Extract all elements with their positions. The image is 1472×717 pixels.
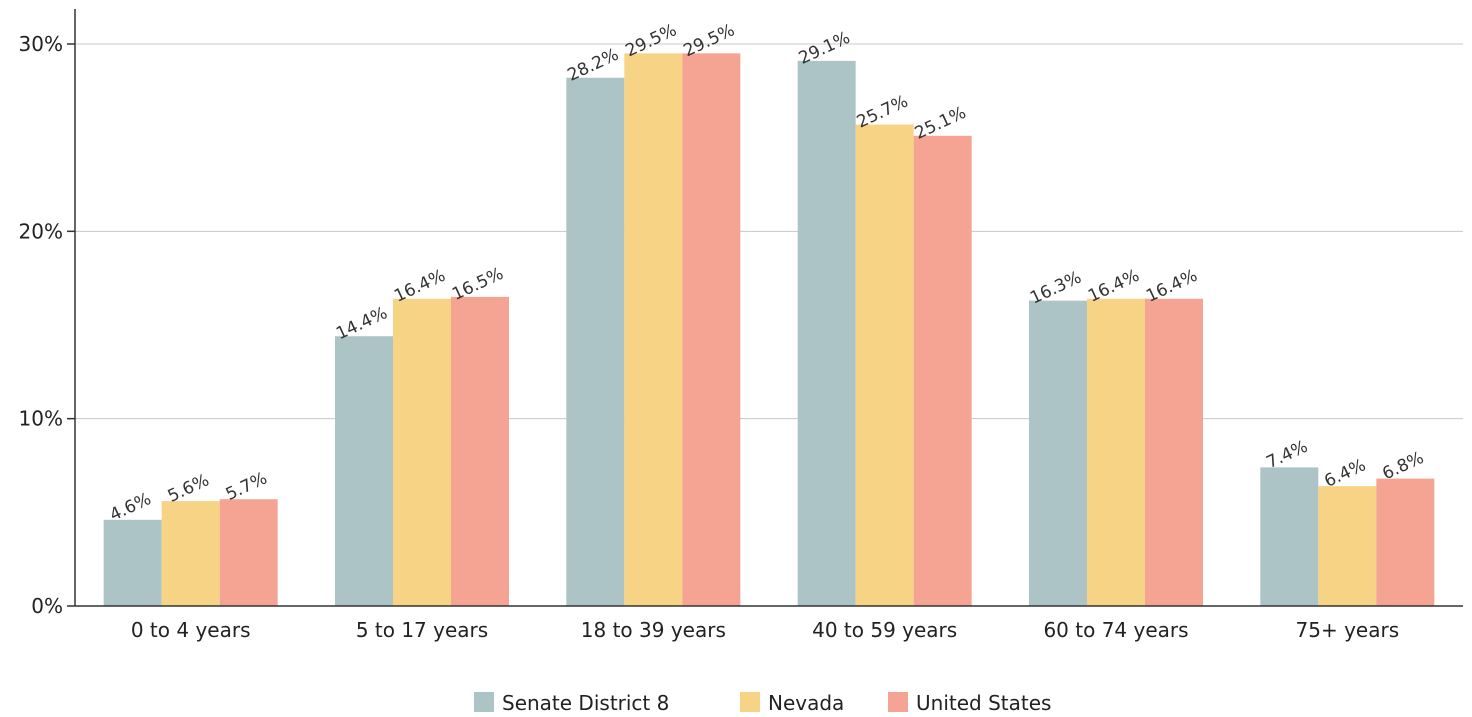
gridlines	[75, 43, 1463, 420]
bar	[451, 296, 509, 606]
legend-label: United States	[916, 691, 1051, 715]
bar	[1029, 300, 1087, 606]
x-axis-category-labels: 0 to 4 years 5 to 17 years 18 to 39 years 4…	[131, 618, 1399, 642]
y-tick-label: 20%	[19, 219, 63, 243]
y-axis-ticks: 0% 10% 20% 30%	[19, 32, 75, 618]
legend-swatch	[888, 692, 908, 712]
bar	[1376, 478, 1435, 606]
y-tick-label: 30%	[19, 32, 63, 56]
bar	[335, 336, 393, 606]
y-tick-label: 0%	[31, 594, 63, 618]
bar	[797, 60, 856, 607]
axes	[74, 9, 1463, 607]
x-category-label: 5 to 17 years	[356, 618, 488, 642]
legend-swatch	[474, 692, 494, 712]
bars	[103, 53, 1435, 607]
bar	[1087, 298, 1145, 606]
bar	[566, 77, 625, 607]
bar	[219, 499, 278, 606]
x-category-label: 75+ years	[1296, 618, 1400, 642]
bar	[624, 53, 683, 607]
y-tick-label: 10%	[19, 407, 63, 431]
bar	[913, 135, 972, 606]
bar	[1260, 467, 1319, 606]
x-category-label: 0 to 4 years	[131, 618, 251, 642]
data-labels: 4.6%5.6% 5.7%14.4%16.4% 16.5%28.2%29.5% 29.…	[107, 20, 1427, 525]
bar	[393, 298, 451, 606]
legend-swatch	[740, 692, 760, 712]
bar	[1145, 298, 1203, 606]
x-category-label: 60 to 74 years	[1043, 618, 1188, 642]
legend: Senate District 8 Nevada United States	[474, 691, 1051, 715]
bar	[1318, 486, 1377, 606]
bar	[103, 519, 162, 606]
bar	[855, 124, 914, 606]
bar	[161, 501, 220, 606]
legend-label: Nevada	[768, 691, 844, 715]
legend-label: Senate District 8	[502, 691, 669, 715]
x-category-label: 18 to 39 years	[581, 618, 726, 642]
bar	[682, 53, 741, 607]
x-category-label: 40 to 59 years	[812, 618, 957, 642]
